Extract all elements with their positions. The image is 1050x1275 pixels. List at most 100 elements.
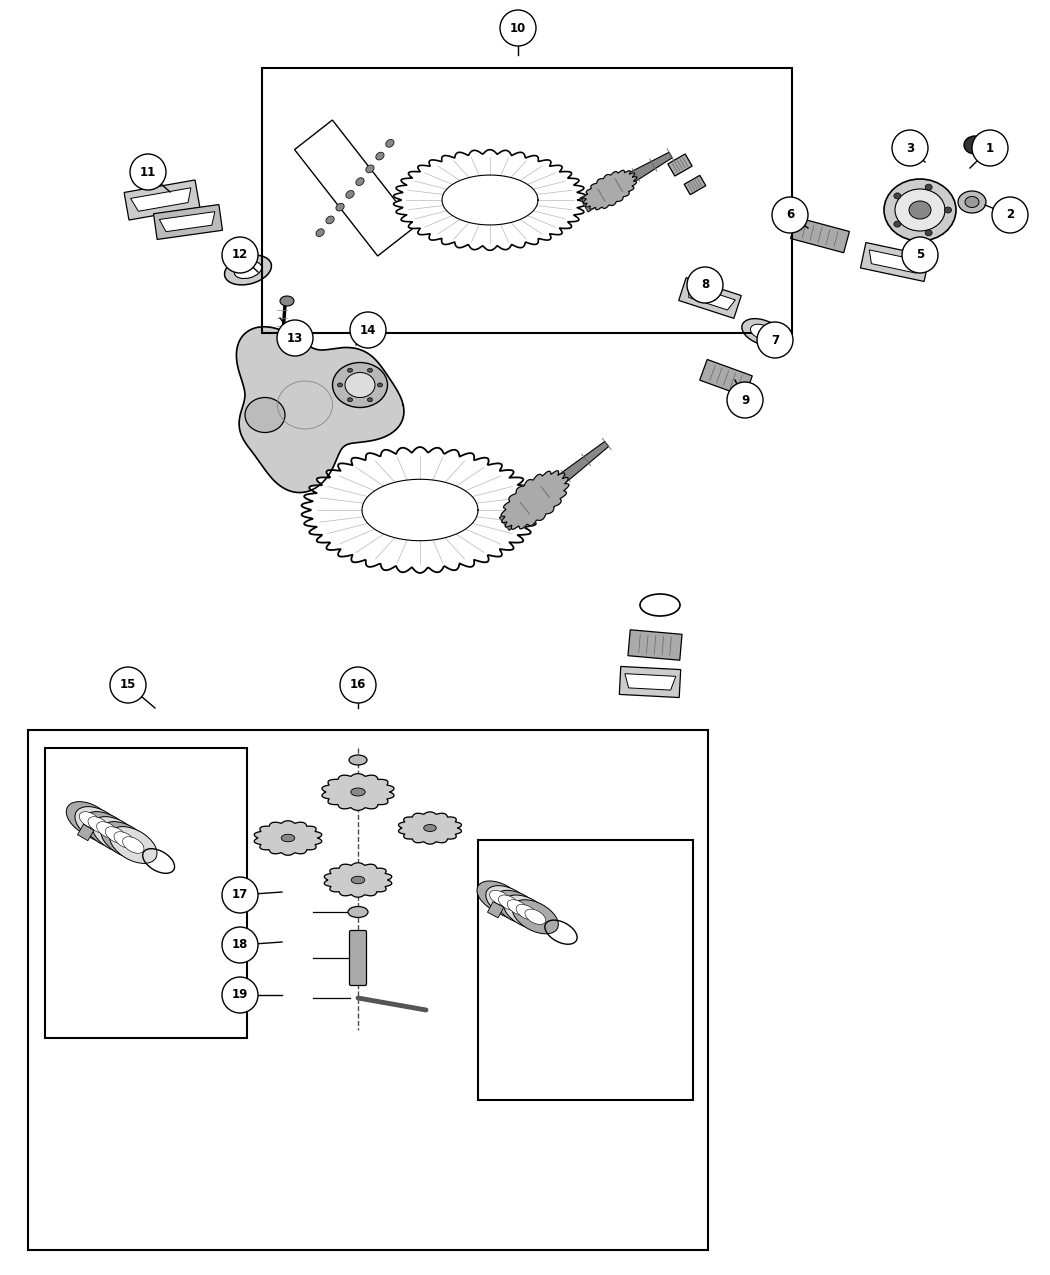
Ellipse shape bbox=[351, 788, 365, 796]
Polygon shape bbox=[442, 175, 538, 224]
Circle shape bbox=[902, 237, 938, 273]
Polygon shape bbox=[399, 812, 462, 844]
Circle shape bbox=[340, 667, 376, 703]
Text: 17: 17 bbox=[232, 889, 248, 901]
Ellipse shape bbox=[368, 398, 373, 402]
Polygon shape bbox=[160, 212, 215, 232]
Ellipse shape bbox=[376, 152, 384, 159]
FancyBboxPatch shape bbox=[350, 931, 366, 986]
Circle shape bbox=[110, 667, 146, 703]
Ellipse shape bbox=[945, 207, 951, 213]
Polygon shape bbox=[620, 667, 680, 697]
Text: 5: 5 bbox=[916, 249, 924, 261]
Ellipse shape bbox=[326, 215, 334, 224]
Bar bbox=[478, 840, 693, 1100]
Bar bbox=[28, 731, 708, 1250]
Ellipse shape bbox=[965, 196, 979, 208]
Text: 3: 3 bbox=[906, 142, 915, 154]
Text: 14: 14 bbox=[360, 324, 376, 337]
Text: 18: 18 bbox=[232, 938, 248, 951]
Ellipse shape bbox=[105, 826, 127, 843]
Polygon shape bbox=[628, 630, 682, 660]
Ellipse shape bbox=[245, 398, 285, 432]
Polygon shape bbox=[791, 217, 849, 252]
Ellipse shape bbox=[348, 907, 368, 918]
Polygon shape bbox=[153, 204, 223, 240]
Ellipse shape bbox=[378, 382, 382, 388]
Ellipse shape bbox=[925, 184, 932, 190]
Polygon shape bbox=[689, 284, 735, 310]
Polygon shape bbox=[124, 180, 200, 221]
Ellipse shape bbox=[349, 755, 368, 765]
Ellipse shape bbox=[895, 189, 945, 231]
Circle shape bbox=[772, 198, 808, 233]
Polygon shape bbox=[580, 152, 672, 212]
Ellipse shape bbox=[84, 812, 131, 848]
Ellipse shape bbox=[368, 368, 373, 372]
Ellipse shape bbox=[97, 821, 118, 838]
Ellipse shape bbox=[751, 324, 774, 339]
Text: 13: 13 bbox=[287, 332, 303, 344]
Ellipse shape bbox=[345, 372, 375, 398]
Polygon shape bbox=[861, 242, 929, 282]
Ellipse shape bbox=[742, 319, 782, 346]
Bar bbox=[262, 68, 792, 333]
Ellipse shape bbox=[352, 876, 364, 884]
Polygon shape bbox=[324, 863, 392, 898]
Circle shape bbox=[992, 198, 1028, 233]
Polygon shape bbox=[78, 825, 93, 840]
Ellipse shape bbox=[345, 190, 354, 199]
Polygon shape bbox=[998, 208, 1023, 232]
Ellipse shape bbox=[525, 909, 546, 924]
Ellipse shape bbox=[348, 368, 353, 372]
Circle shape bbox=[757, 323, 793, 358]
Ellipse shape bbox=[356, 177, 364, 186]
Ellipse shape bbox=[894, 193, 901, 199]
Polygon shape bbox=[487, 901, 504, 918]
Circle shape bbox=[222, 977, 258, 1014]
Ellipse shape bbox=[507, 900, 528, 915]
Polygon shape bbox=[236, 326, 404, 492]
Ellipse shape bbox=[281, 834, 295, 842]
Circle shape bbox=[500, 10, 536, 46]
Ellipse shape bbox=[884, 179, 956, 241]
Ellipse shape bbox=[958, 191, 986, 213]
Text: 15: 15 bbox=[120, 678, 136, 691]
Text: 7: 7 bbox=[771, 334, 779, 347]
Text: 11: 11 bbox=[140, 166, 156, 178]
Circle shape bbox=[130, 154, 166, 190]
Circle shape bbox=[222, 927, 258, 963]
Ellipse shape bbox=[337, 382, 342, 388]
Ellipse shape bbox=[336, 203, 344, 212]
Polygon shape bbox=[869, 250, 923, 273]
Circle shape bbox=[222, 237, 258, 273]
Circle shape bbox=[222, 877, 258, 913]
Polygon shape bbox=[254, 821, 321, 856]
Ellipse shape bbox=[333, 362, 387, 408]
Text: 2: 2 bbox=[1006, 209, 1014, 222]
Polygon shape bbox=[625, 673, 676, 690]
Text: 8: 8 bbox=[701, 278, 709, 292]
Ellipse shape bbox=[66, 802, 113, 839]
Ellipse shape bbox=[316, 228, 324, 237]
Text: 16: 16 bbox=[350, 678, 366, 691]
Polygon shape bbox=[678, 278, 741, 319]
Ellipse shape bbox=[489, 890, 510, 905]
Ellipse shape bbox=[234, 261, 261, 278]
Ellipse shape bbox=[499, 895, 519, 910]
Ellipse shape bbox=[280, 296, 294, 306]
Ellipse shape bbox=[512, 900, 559, 933]
Ellipse shape bbox=[75, 807, 123, 843]
Ellipse shape bbox=[225, 255, 272, 284]
Polygon shape bbox=[295, 120, 416, 256]
Ellipse shape bbox=[495, 890, 541, 924]
Text: 19: 19 bbox=[232, 988, 248, 1001]
Polygon shape bbox=[322, 774, 394, 811]
Circle shape bbox=[350, 312, 386, 348]
Ellipse shape bbox=[909, 201, 931, 219]
Ellipse shape bbox=[88, 817, 109, 834]
Polygon shape bbox=[699, 360, 752, 397]
Text: 9: 9 bbox=[741, 394, 749, 407]
Polygon shape bbox=[668, 154, 692, 176]
Ellipse shape bbox=[101, 821, 148, 858]
